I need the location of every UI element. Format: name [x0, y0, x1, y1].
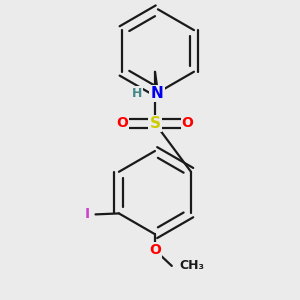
Text: CH₃: CH₃	[180, 260, 205, 272]
Text: O: O	[116, 116, 128, 130]
Text: S: S	[149, 116, 161, 131]
Text: H: H	[132, 87, 142, 100]
Text: O: O	[182, 116, 194, 130]
Text: N: N	[151, 86, 163, 101]
Text: I: I	[85, 207, 90, 221]
Text: O: O	[149, 243, 161, 257]
